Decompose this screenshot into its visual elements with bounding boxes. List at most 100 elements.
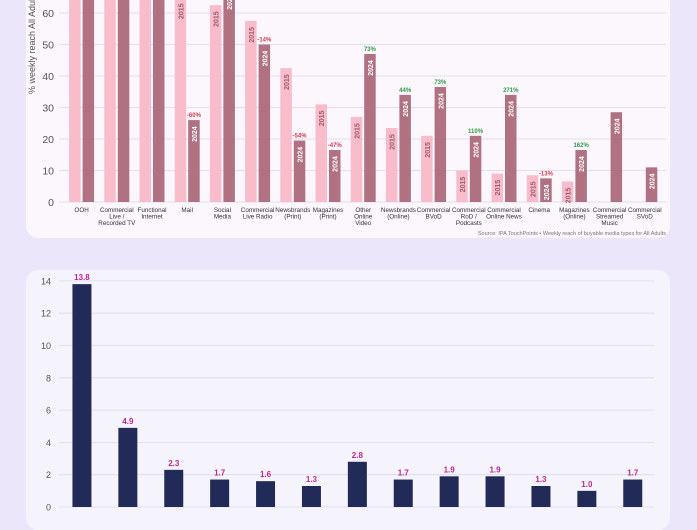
x-tick-label: Commercial Live / Recorded TV [98, 207, 136, 227]
bar-2024 [469, 135, 482, 202]
bar-2024 [329, 150, 341, 202]
y-tick-label: 40 [42, 71, 54, 83]
bar-2024 [610, 112, 623, 202]
y-tick-label: 0 [48, 197, 54, 209]
bar-2024 [645, 167, 658, 202]
bar-year-label: 2024 [544, 184, 551, 200]
bar-2015 [385, 127, 398, 202]
x-tick-label: Magazines (Online) [559, 207, 589, 221]
bar-value-label: 2.3 [168, 459, 180, 468]
bar-year-label: 2015 [530, 181, 537, 197]
bar-value-label: 1.0 [581, 480, 593, 489]
bar-year-label: 2015 [566, 188, 573, 204]
bar-2015 [209, 5, 222, 202]
bar-year-label: 2024 [579, 156, 586, 172]
bar [210, 479, 230, 507]
bar-value-label: 1.6 [260, 470, 272, 479]
y-tick-label: 4 [46, 438, 51, 448]
x-tick-label: Newsbrands (Print) [275, 207, 310, 221]
y-tick-label: 8 [46, 373, 51, 383]
bar-2024 [188, 120, 200, 202]
bar [485, 476, 505, 507]
bar [531, 486, 551, 507]
bar [439, 476, 459, 507]
bar-year-label: 2015 [460, 177, 467, 193]
y-axis-label: % weekly reach All Adults [27, 0, 37, 94]
change-label: -47% [328, 143, 343, 149]
change-label: -54% [293, 134, 308, 140]
bar-2015 [104, 0, 116, 202]
bar-2024 [82, 0, 95, 202]
bar-year-label: 2024 [368, 60, 375, 76]
bar-year-label: 2024 [298, 147, 305, 163]
bar-year-label: 2015 [425, 142, 432, 158]
bar [256, 481, 276, 507]
bar-2024 [153, 0, 165, 202]
y-tick-label: 0 [46, 503, 51, 513]
x-tick-label: Other Online Video [354, 207, 373, 227]
reach-chart: 0 10 20 30 40 50 60 % weekly reach All Adults OO… [27, 0, 666, 237]
bar-2024 [575, 150, 587, 202]
x-tick-label: Social Media [214, 207, 232, 221]
change-label: -60% [187, 113, 202, 119]
x-tick-label: Commercial BVoD [417, 207, 451, 221]
bar-2024 [258, 44, 271, 202]
change-label: 73% [434, 80, 447, 86]
bar-year-label: 2015 [354, 123, 361, 139]
bar-year-label: 2024 [650, 173, 657, 189]
bar-2015 [491, 173, 503, 202]
y-tick-label: 6 [46, 406, 51, 416]
bar [118, 427, 138, 507]
y-tick-label: 50 [42, 40, 54, 52]
y-tick-label: 30 [42, 103, 54, 115]
change-label: 271% [503, 88, 519, 94]
bar-value-label: 1.3 [306, 475, 318, 484]
bar-2015 [69, 0, 81, 202]
bar-year-label: 2024 [438, 93, 445, 109]
bar [623, 479, 643, 507]
value-chart: 0 2 4 6 8 10 12 14 13.8 4.9 2.3 1.7 1.6 1.3 2.8 1.7 1.9 1… [41, 273, 654, 513]
bar [393, 479, 413, 507]
y-tick-label: 14 [41, 276, 51, 286]
bar-value-label: 13.8 [74, 273, 90, 282]
bar-year-label: 2024 [509, 101, 516, 117]
bar-2015 [561, 181, 574, 202]
x-tick-label: Commercial Streamed Music [593, 207, 627, 227]
bar-2015 [456, 170, 468, 202]
x-tick-label: Commercial Online News [486, 207, 522, 221]
y-tick-label: 10 [42, 166, 54, 178]
bar-2015 [526, 175, 539, 202]
bar-2024 [434, 87, 447, 202]
bar-year-label: 2015 [390, 134, 397, 150]
bar-value-label: 1.7 [627, 469, 639, 478]
bar-year-label: 2024 [614, 118, 621, 134]
x-tick-label: Newsbrands (Online) [381, 207, 416, 221]
y-tick-label: 20 [42, 134, 54, 146]
bar-2024 [293, 140, 306, 202]
bar-value-label: 1.9 [444, 465, 456, 474]
bar-2024 [364, 53, 376, 202]
bar-value-label: 2.8 [352, 451, 364, 460]
y-tick-label: 12 [41, 309, 51, 319]
bar-year-label: 2015 [249, 27, 256, 43]
bar-2015 [280, 68, 292, 202]
bar-year-label: 2015 [214, 11, 221, 27]
x-tick-label: Commercial RoD / Podcasts [452, 207, 486, 227]
y-tick-label: 2 [46, 470, 51, 480]
y-tick-label: 10 [41, 341, 51, 351]
change-label: 162% [573, 143, 589, 149]
bar-year-label: 2015 [178, 3, 185, 19]
bar-year-label: 2024 [227, 0, 234, 10]
bar-2024 [117, 0, 130, 202]
bar-year-label: 2024 [474, 142, 481, 158]
bar-2024 [505, 94, 517, 202]
change-label: 110% [468, 129, 484, 135]
y-tick-label: 60 [42, 8, 54, 20]
x-tick-label: Functional Internet [137, 207, 166, 221]
bar-2015 [139, 0, 151, 202]
bar-year-label: 2024 [192, 126, 199, 142]
x-tick-label: OOH [74, 207, 89, 214]
x-tick-label: Mail [181, 207, 193, 214]
bar-value-label: 1.3 [535, 475, 547, 484]
bar [301, 486, 321, 507]
